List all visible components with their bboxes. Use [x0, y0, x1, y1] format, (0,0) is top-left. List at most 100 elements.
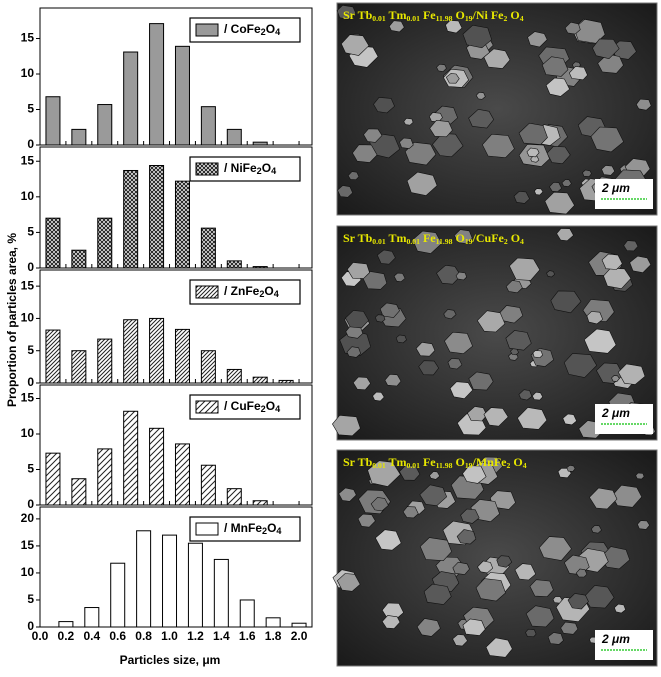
grain [477, 560, 494, 574]
grain [550, 290, 582, 314]
grain [509, 257, 541, 281]
bar [123, 169, 139, 269]
grain [468, 371, 494, 391]
grain [363, 128, 383, 143]
text-part: Sr Tb [343, 455, 373, 469]
y-tick-label: 10 [21, 565, 35, 579]
grain [546, 270, 555, 278]
grain [402, 506, 419, 519]
text-part: / MnFe [224, 521, 262, 535]
y-tick-label: 15 [21, 391, 35, 405]
label-text: / ZnFe2O4 [224, 284, 280, 299]
label-text: / NiFe2O4 [224, 161, 277, 176]
grain [592, 38, 620, 60]
grain [575, 568, 588, 578]
legend-swatch [195, 400, 219, 414]
subscript: 11.98 [436, 237, 453, 246]
scale-label: 2 μm [601, 181, 630, 195]
text-part: /CuFe [472, 231, 505, 245]
grain [586, 311, 604, 325]
grain [415, 341, 436, 357]
subscript: 2 [262, 526, 267, 536]
grain [525, 628, 537, 638]
grain [416, 618, 441, 637]
grain [532, 350, 543, 359]
text-part: O [452, 8, 464, 22]
text-part: O [267, 521, 276, 535]
bar [174, 45, 190, 146]
subscript: 2 [259, 289, 264, 299]
y-tick-label: 15 [21, 538, 35, 552]
grain [597, 53, 624, 74]
text-part: O [452, 231, 464, 245]
bar [174, 328, 190, 384]
y-tick-label: 0 [27, 137, 34, 151]
grain [601, 165, 616, 176]
subscript: 11.98 [436, 461, 453, 470]
grain [496, 555, 513, 568]
grain [582, 169, 592, 177]
grain [347, 171, 360, 181]
x-tick-label: 1.6 [239, 629, 256, 643]
bar [97, 448, 113, 506]
y-axis-label: Proportion of particles area, % [5, 233, 19, 407]
subscript: 4 [520, 14, 524, 23]
grain [583, 328, 617, 354]
grain [340, 34, 370, 56]
bar [200, 350, 216, 384]
grain [449, 381, 474, 400]
subscript: 2 [257, 166, 262, 176]
y-tick-label: 5 [27, 592, 34, 606]
text-part: O [262, 161, 271, 175]
bar [149, 165, 165, 269]
x-tick-label: 0.4 [83, 629, 100, 643]
bar [45, 96, 61, 146]
grain [452, 561, 470, 575]
y-tick-label: 0 [27, 619, 34, 633]
text-part: O [507, 8, 519, 22]
grain [404, 141, 437, 166]
grain [568, 66, 588, 81]
subscript: 4 [520, 237, 524, 246]
text-part: Sr Tb [343, 231, 373, 245]
legend-swatch [195, 23, 219, 37]
grain [452, 634, 468, 647]
grain [436, 63, 447, 72]
sem-image: 2 μm [336, 2, 658, 216]
grain [339, 330, 372, 356]
bar [252, 266, 268, 269]
subscript: 0.01 [372, 461, 386, 470]
bar [123, 51, 139, 146]
x-tick-label: 0.2 [58, 629, 75, 643]
grain [352, 376, 371, 391]
grain [384, 373, 402, 387]
grain [603, 268, 632, 290]
grain [399, 464, 421, 481]
grain [367, 460, 401, 487]
bar [174, 180, 190, 269]
bar [110, 562, 126, 628]
text-part: / ZnFe [224, 284, 260, 298]
grain [338, 487, 357, 502]
grain [403, 117, 414, 126]
text-part: /Ni Fe [472, 8, 505, 22]
subscript: 11.98 [436, 14, 453, 23]
grain [514, 563, 537, 581]
subscript: 4 [275, 404, 281, 414]
grain [489, 490, 516, 510]
grain [483, 407, 509, 427]
grain [467, 406, 488, 422]
subscript: 0.01 [407, 237, 421, 246]
bar [136, 530, 152, 628]
grain [562, 413, 577, 426]
y-tick-label: 15 [21, 31, 35, 45]
text-part: O [508, 231, 520, 245]
bar [97, 217, 113, 269]
grain [372, 391, 385, 402]
scale-box [595, 179, 653, 209]
text-part: O [266, 22, 275, 36]
bar [252, 500, 268, 506]
grain [460, 508, 480, 524]
grain [611, 375, 620, 382]
grain [468, 108, 495, 129]
